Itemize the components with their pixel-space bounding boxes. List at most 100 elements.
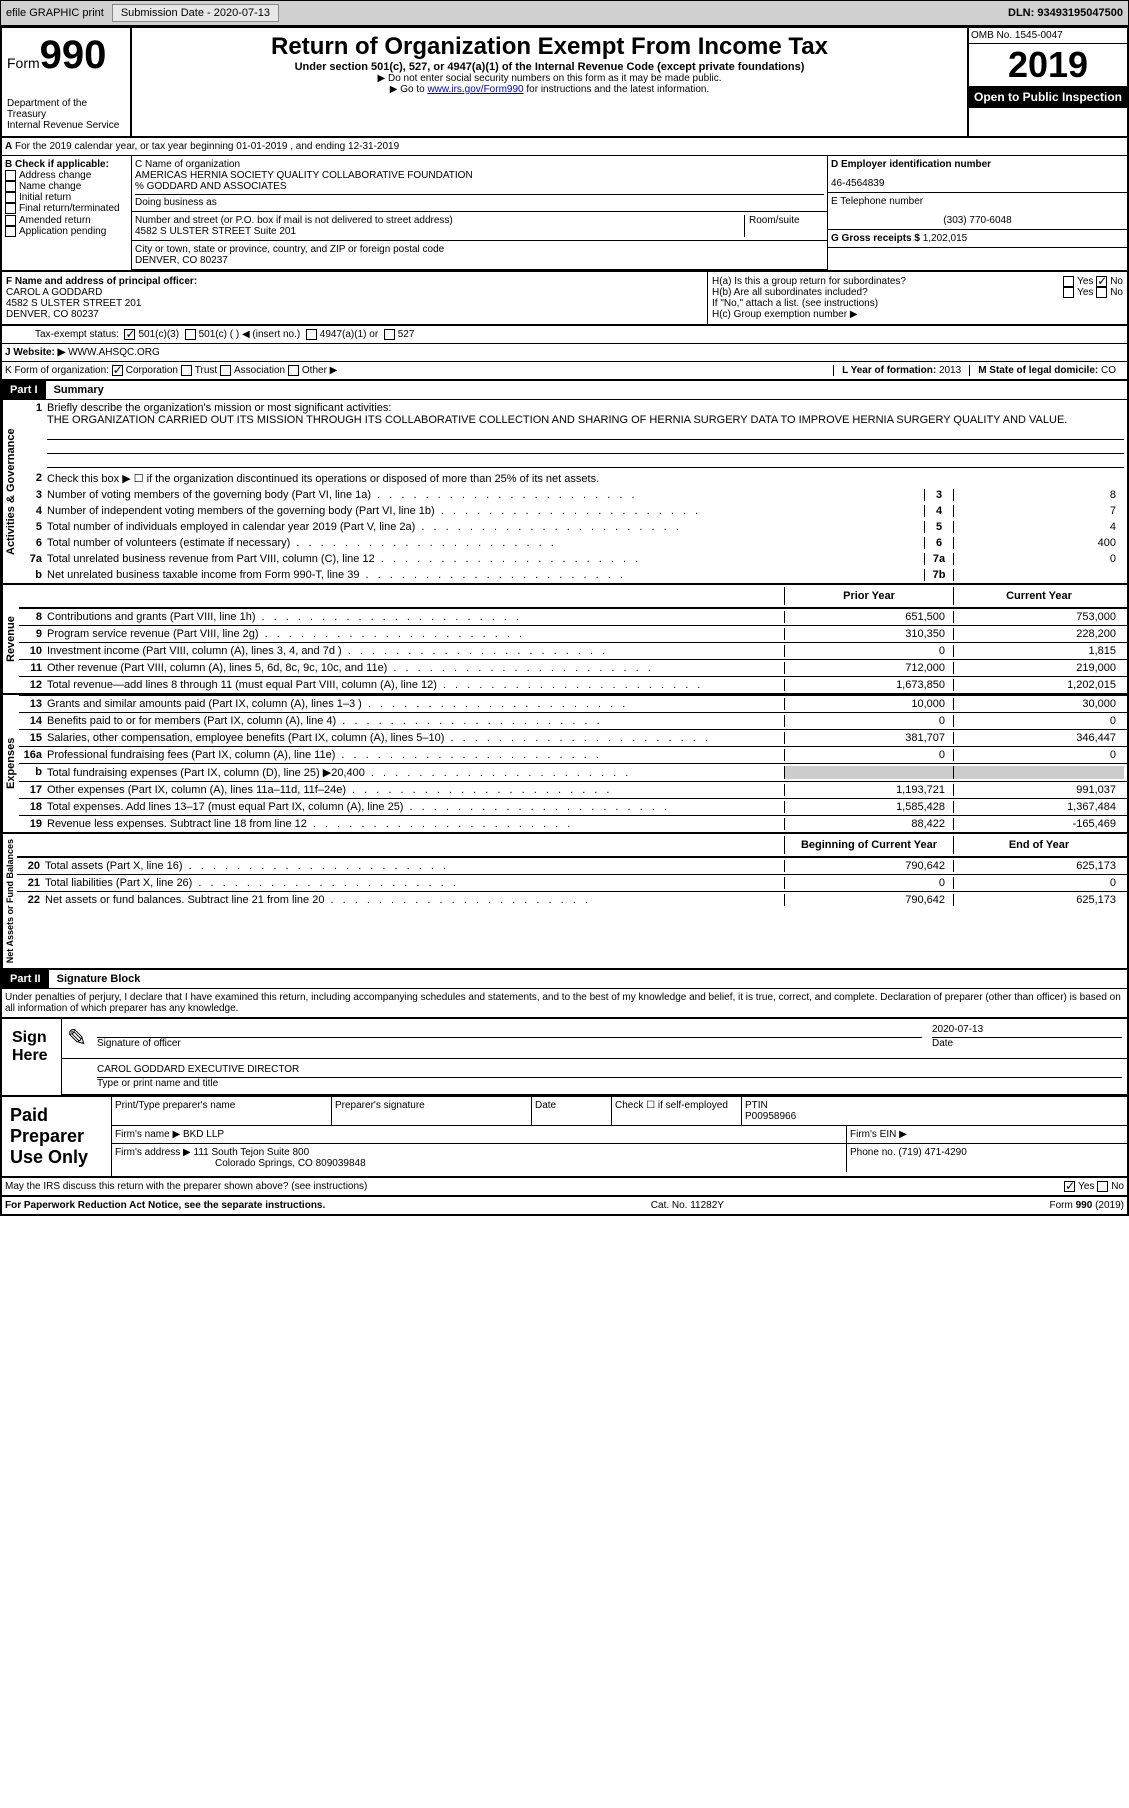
net-assets-section: Net Assets or Fund Balances Beginning of…: [0, 834, 1129, 970]
name-change-checkbox[interactable]: [5, 181, 16, 192]
form-word: Form: [7, 55, 40, 71]
prep-date-label: Date: [532, 1097, 612, 1125]
b-item-4: Amended return: [19, 215, 91, 226]
prep-name-label: Print/Type preparer's name: [112, 1097, 332, 1125]
irs-label: Internal Revenue Service: [7, 120, 125, 131]
ptin-val: P00958966: [745, 1111, 796, 1122]
b-item-1: Name change: [19, 181, 81, 192]
opt-501c: 501(c) ( ) ◀ (insert no.): [199, 329, 301, 340]
officer-addr: 4582 S ULSTER STREET 201: [6, 298, 703, 309]
tax-year: 2019: [1008, 44, 1088, 85]
sign-here-label: Sign Here: [2, 1019, 62, 1095]
instructions-link[interactable]: www.irs.gov/Form990: [427, 84, 523, 95]
m-label: M State of legal domicile:: [978, 365, 1098, 376]
ein-label: Firm's EIN ▶: [847, 1126, 1127, 1143]
ein: 46-4564839: [831, 178, 1124, 189]
b-item-2: Initial return: [19, 192, 71, 203]
klm-row: K Form of organization: Corporation Trus…: [0, 362, 1129, 381]
subtitle-2: ▶ Do not enter social security numbers o…: [137, 73, 962, 84]
application-pending-checkbox[interactable]: [5, 226, 16, 237]
b-label: B Check if applicable:: [5, 159, 128, 170]
side-net: Net Assets or Fund Balances: [2, 834, 17, 968]
subtitle-1: Under section 501(c), 527, or 4947(a)(1)…: [137, 61, 962, 73]
omb-number: OMB No. 1545-0047: [969, 28, 1127, 44]
discuss-yes[interactable]: [1064, 1181, 1075, 1192]
opt-501c3: 501(c)(3): [138, 329, 179, 340]
mission-text: THE ORGANIZATION CARRIED OUT ITS MISSION…: [47, 414, 1067, 426]
self-emp-label: Check ☐ if self-employed: [612, 1097, 742, 1125]
addr-label: Number and street (or P.O. box if mail i…: [135, 215, 744, 226]
dba-label: Doing business as: [135, 194, 824, 208]
sub3-post: for instructions and the latest informat…: [524, 84, 710, 95]
firm-addr: 111 South Tejon Suite 800: [194, 1147, 310, 1158]
501c-checkbox[interactable]: [185, 329, 196, 340]
current-year-header: Current Year: [954, 587, 1124, 605]
inspection-label: Open to Public Inspection: [969, 86, 1127, 108]
side-ag: Activities & Governance: [2, 400, 19, 583]
part1-header: Part I: [2, 381, 46, 399]
tax-year-line: A For the 2019 calendar year, or tax yea…: [0, 138, 1129, 156]
ha-yes[interactable]: [1063, 276, 1074, 287]
c-label: C Name of organization: [135, 159, 824, 170]
4947-checkbox[interactable]: [306, 329, 317, 340]
expenses-section: Expenses 13Grants and similar amounts pa…: [0, 695, 1129, 834]
org-name: AMERICAS HERNIA SOCIETY QUALITY COLLABOR…: [135, 170, 824, 181]
form-number: 990: [40, 33, 107, 77]
section-fh: F Name and address of principal officer:…: [0, 272, 1129, 326]
officer-name-title: CAROL GODDARD EXECUTIVE DIRECTOR: [97, 1064, 1122, 1078]
b-item-5: Application pending: [19, 226, 106, 237]
final-return-checkbox[interactable]: [5, 203, 16, 214]
prior-year-header: Prior Year: [784, 587, 954, 605]
other-checkbox[interactable]: [288, 365, 299, 376]
website-value: WWW.AHSQC.ORG: [68, 347, 160, 358]
address-change-checkbox[interactable]: [5, 170, 16, 181]
discuss-no[interactable]: [1097, 1181, 1108, 1192]
pen-icon: ✎: [67, 1024, 97, 1053]
penalties-text: Under penalties of perjury, I declare th…: [0, 989, 1129, 1019]
tax-status-label: Tax-exempt status:: [35, 329, 119, 340]
city: DENVER, CO 80237: [135, 255, 824, 266]
d-label: D Employer identification number: [831, 159, 1124, 170]
corp-checkbox[interactable]: [112, 365, 123, 376]
part1-title: Summary: [54, 384, 104, 396]
form-title: Return of Organization Exempt From Incom…: [137, 33, 962, 61]
efile-label: efile GRAPHIC print: [6, 7, 104, 19]
501c3-checkbox[interactable]: [124, 329, 135, 340]
website-label: J Website: ▶: [5, 347, 65, 358]
firm-phone: (719) 471-4290: [898, 1147, 966, 1158]
527-checkbox[interactable]: [384, 329, 395, 340]
side-exp: Expenses: [2, 695, 19, 832]
dept-label: Department of the Treasury: [7, 98, 125, 120]
room-label: Room/suite: [744, 215, 824, 237]
prep-sig-label: Preparer's signature: [332, 1097, 532, 1125]
l-val: 2013: [939, 365, 961, 376]
ptin-label: PTIN: [745, 1100, 768, 1111]
assoc-checkbox[interactable]: [220, 365, 231, 376]
submission-date-button[interactable]: Submission Date - 2020-07-13: [112, 4, 279, 22]
side-rev: Revenue: [2, 585, 19, 693]
city-label: City or town, state or province, country…: [135, 244, 824, 255]
amended-return-checkbox[interactable]: [5, 215, 16, 226]
eoy-header: End of Year: [954, 836, 1124, 854]
section-a: B Check if applicable: Address change Na…: [0, 156, 1129, 272]
discuss-row: May the IRS discuss this return with the…: [0, 1178, 1129, 1197]
address: 4582 S ULSTER STREET Suite 201: [135, 226, 744, 237]
firm-name: BKD LLP: [183, 1129, 224, 1140]
tax-status-row: Tax-exempt status: 501(c)(3) 501(c) ( ) …: [0, 326, 1129, 344]
gross-receipts: 1,202,015: [923, 233, 968, 244]
part1-bar: Part I Summary: [0, 381, 1129, 400]
opt-527: 527: [398, 329, 415, 340]
officer-city: DENVER, CO 80237: [6, 309, 703, 320]
hb-no[interactable]: [1096, 287, 1107, 298]
line1-label: Briefly describe the organization's miss…: [47, 402, 391, 414]
website-row: J Website: ▶ WWW.AHSQC.ORG: [0, 344, 1129, 362]
name-label: Type or print name and title: [97, 1078, 1122, 1089]
ha-no[interactable]: [1096, 276, 1107, 287]
m-val: CO: [1101, 365, 1116, 376]
tax-year-text: For the 2019 calendar year, or tax year …: [15, 141, 399, 152]
hb-yes[interactable]: [1063, 287, 1074, 298]
b-item-0: Address change: [19, 170, 91, 181]
trust-checkbox[interactable]: [181, 365, 192, 376]
initial-return-checkbox[interactable]: [5, 192, 16, 203]
b-item-3: Final return/terminated: [19, 204, 120, 215]
